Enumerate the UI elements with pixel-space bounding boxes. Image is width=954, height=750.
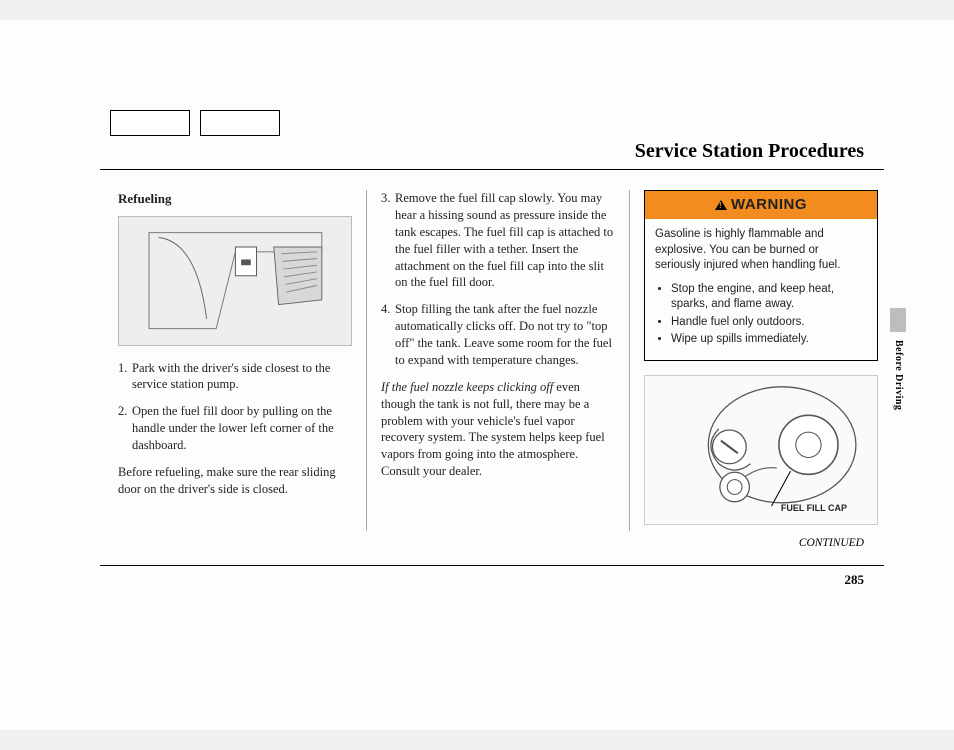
- nozzle-note: If the fuel nozzle keeps clicking off ev…: [381, 379, 615, 480]
- italic-lead: If the fuel nozzle keeps clicking off: [381, 380, 556, 394]
- step-1: 1. Park with the driver's side closest t…: [118, 360, 352, 394]
- refueling-heading: Refueling: [118, 190, 352, 208]
- placeholder-box: [110, 110, 190, 136]
- fuel-cap-illustration: FUEL FILL CAP: [644, 375, 878, 525]
- warning-label: WARNING: [731, 195, 807, 215]
- italic-rest: even though the tank is not full, there …: [381, 380, 605, 478]
- manual-page: Service Station Procedures Refueling: [0, 20, 954, 730]
- step-text: Remove the fuel fill cap slowly. You may…: [395, 190, 615, 291]
- continued-label: CONTINUED: [100, 537, 884, 549]
- warning-bullet: Handle fuel only outdoors.: [671, 315, 867, 331]
- step-number: 2.: [118, 403, 132, 454]
- placeholder-box: [200, 110, 280, 136]
- step-text: Park with the driver's side closest to t…: [132, 360, 352, 394]
- warning-bullet: Wipe up spills immediately.: [671, 332, 867, 348]
- top-placeholder-boxes: [110, 110, 280, 136]
- page-number: 285: [100, 572, 884, 588]
- dashboard-illustration: [118, 216, 352, 346]
- step-number: 3.: [381, 190, 395, 291]
- warning-list: Stop the engine, and keep heat, sparks, …: [655, 282, 867, 348]
- column-1: Refueling 1. Park with t: [100, 190, 366, 531]
- step-number: 4.: [381, 301, 395, 369]
- column-2: 3. Remove the fuel fill cap slowly. You …: [366, 190, 630, 531]
- dash-lever-icon: [131, 223, 340, 338]
- rule-bottom: [100, 565, 884, 566]
- section-tab-marker: [890, 308, 906, 332]
- content-columns: Refueling 1. Park with t: [100, 190, 884, 531]
- fuel-fill-cap-label: FUEL FILL CAP: [781, 502, 847, 514]
- warning-triangle-icon: [715, 200, 727, 210]
- warning-intro: Gasoline is highly flammable and explosi…: [655, 227, 867, 274]
- warning-bullet: Stop the engine, and keep heat, sparks, …: [671, 282, 867, 313]
- step-text: Stop filling the tank after the fuel noz…: [395, 301, 615, 369]
- step-number: 1.: [118, 360, 132, 394]
- step-3: 3. Remove the fuel fill cap slowly. You …: [381, 190, 615, 291]
- step-2: 2. Open the fuel fill door by pulling on…: [118, 403, 352, 454]
- page-title: Service Station Procedures: [100, 140, 884, 163]
- rule-top: [100, 169, 884, 170]
- column-3: WARNING Gasoline is highly flammable and…: [630, 190, 884, 531]
- step-4: 4. Stop filling the tank after the fuel …: [381, 301, 615, 369]
- refuel-note: Before refueling, make sure the rear sli…: [118, 464, 352, 498]
- warning-header: WARNING: [645, 191, 877, 219]
- warning-body: Gasoline is highly flammable and explosi…: [645, 219, 877, 360]
- section-tab-label: Before Driving: [893, 340, 904, 410]
- warning-callout: WARNING Gasoline is highly flammable and…: [644, 190, 878, 361]
- step-text: Open the fuel fill door by pulling on th…: [132, 403, 352, 454]
